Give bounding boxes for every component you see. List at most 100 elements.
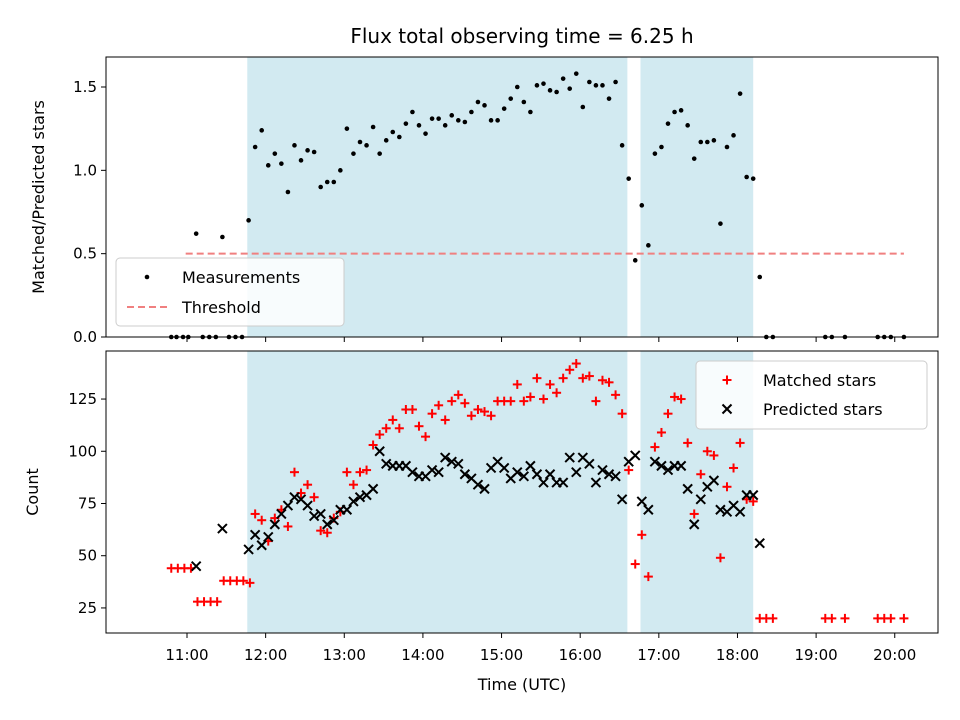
matched-star-point bbox=[407, 404, 417, 414]
x-axis: 11:00 12:00 13:00 14:00 15:00 16:00 17:00 18:00… bbox=[165, 633, 916, 664]
measurement-point bbox=[370, 124, 376, 130]
predicted-star-point bbox=[675, 460, 687, 472]
legend-top: Measurements Threshold bbox=[115, 257, 345, 327]
matched-star-point bbox=[670, 392, 680, 402]
matched-star-point bbox=[322, 528, 332, 538]
predicted-star-point bbox=[289, 492, 300, 503]
x-tick-label: 15:00 bbox=[480, 646, 523, 664]
measurement-point bbox=[567, 86, 573, 91]
predicted-star-point bbox=[597, 464, 608, 476]
measurement-point bbox=[501, 106, 507, 111]
y-axis-bottom: 25 50 75 100 125 bbox=[68, 390, 106, 617]
x-stroke bbox=[354, 492, 366, 503]
matched-star-point bbox=[421, 432, 431, 442]
matched-star-point bbox=[447, 396, 457, 406]
measurement-point bbox=[383, 138, 389, 143]
matched-star-point bbox=[525, 392, 535, 402]
measurement-point bbox=[514, 84, 520, 90]
matched-star-point bbox=[388, 415, 398, 425]
predicted-star-point bbox=[472, 479, 484, 490]
legend-label-matched: Matched stars bbox=[763, 371, 876, 390]
predicted-star-point bbox=[695, 494, 706, 505]
matched-star-point bbox=[696, 469, 706, 479]
matched-star-point bbox=[624, 465, 634, 475]
x-stroke bbox=[295, 494, 307, 505]
x-stroke bbox=[564, 452, 575, 463]
predicted-star-point bbox=[374, 446, 385, 457]
predicted-star-point bbox=[557, 477, 569, 488]
predicted-star-point bbox=[367, 483, 379, 495]
x-stroke bbox=[747, 489, 759, 501]
predicted-star-point bbox=[689, 519, 700, 530]
matched-star-point bbox=[597, 375, 607, 385]
x-stroke bbox=[603, 469, 615, 480]
x-stroke bbox=[643, 504, 654, 515]
measurement-point bbox=[220, 234, 225, 240]
x-stroke bbox=[381, 458, 392, 470]
matched-star-point bbox=[899, 613, 909, 623]
measurement-point bbox=[587, 79, 592, 85]
measurement-point bbox=[344, 126, 350, 131]
predicted-star-point bbox=[354, 492, 366, 503]
x-stroke bbox=[322, 519, 333, 530]
legend-label-predicted: Predicted stars bbox=[763, 400, 883, 419]
x-stroke bbox=[367, 483, 379, 495]
measurement-point bbox=[279, 161, 284, 166]
y-tick-label: 100 bbox=[68, 442, 97, 460]
x-stroke bbox=[531, 469, 543, 480]
matched-star-point bbox=[578, 373, 588, 383]
x-stroke bbox=[217, 523, 228, 534]
x-stroke bbox=[453, 458, 464, 470]
x-stroke bbox=[656, 460, 667, 472]
measurement-point bbox=[436, 116, 441, 121]
predicted-star-point bbox=[322, 519, 333, 530]
matched-star-point bbox=[368, 440, 378, 450]
measurement-point bbox=[731, 133, 736, 138]
matched-star-point bbox=[245, 578, 255, 588]
measurement-point bbox=[737, 91, 743, 96]
matched-star-point bbox=[604, 377, 614, 387]
measurement-point bbox=[652, 151, 658, 156]
x-stroke bbox=[597, 464, 608, 476]
measurement-point bbox=[678, 108, 684, 113]
legend-marker-matched bbox=[722, 375, 732, 385]
predicted-star-point bbox=[656, 460, 667, 472]
x-stroke bbox=[400, 460, 412, 472]
matched-star-point bbox=[238, 576, 248, 586]
predicted-star-point bbox=[531, 469, 543, 480]
x-stroke bbox=[630, 450, 641, 461]
x-tick-label: 18:00 bbox=[716, 646, 759, 664]
predicted-star-point bbox=[269, 519, 281, 530]
x-tick-label: 13:00 bbox=[323, 646, 366, 664]
matched-star-point bbox=[630, 559, 640, 569]
matched-star-point bbox=[212, 597, 222, 607]
matched-star-point bbox=[473, 404, 483, 414]
panel-ratio: 0.0 0.5 1.0 1.5 Matched/Predicted stars Mea… bbox=[29, 56, 939, 346]
matched-star-point bbox=[427, 409, 437, 419]
matched-star-point bbox=[538, 394, 548, 404]
x-stroke bbox=[328, 514, 339, 526]
measurement-point bbox=[606, 96, 612, 101]
x-stroke bbox=[590, 477, 602, 488]
matched-star-point bbox=[768, 613, 778, 623]
x-stroke bbox=[315, 508, 326, 520]
matched-star-point bbox=[460, 398, 470, 408]
matched-star-point bbox=[571, 359, 581, 369]
measurement-point bbox=[541, 81, 546, 86]
matched-star-point bbox=[552, 388, 562, 398]
matched-star-point bbox=[676, 394, 686, 404]
matched-star-point bbox=[735, 438, 745, 448]
matched-star-point bbox=[683, 438, 693, 448]
x-axis-label: Time (UTC) bbox=[477, 675, 566, 694]
x-tick-label: 14:00 bbox=[401, 646, 444, 664]
measurement-point bbox=[364, 143, 369, 148]
measurement-point bbox=[397, 134, 402, 140]
predicted-star-point bbox=[603, 469, 615, 480]
x-tick-label: 11:00 bbox=[165, 646, 208, 664]
predicted-star-point bbox=[564, 452, 575, 463]
measurement-point bbox=[338, 168, 343, 173]
measurement-point bbox=[750, 176, 756, 181]
measurement-point bbox=[632, 258, 638, 263]
x-stroke bbox=[426, 464, 438, 476]
x-stroke bbox=[407, 466, 418, 478]
